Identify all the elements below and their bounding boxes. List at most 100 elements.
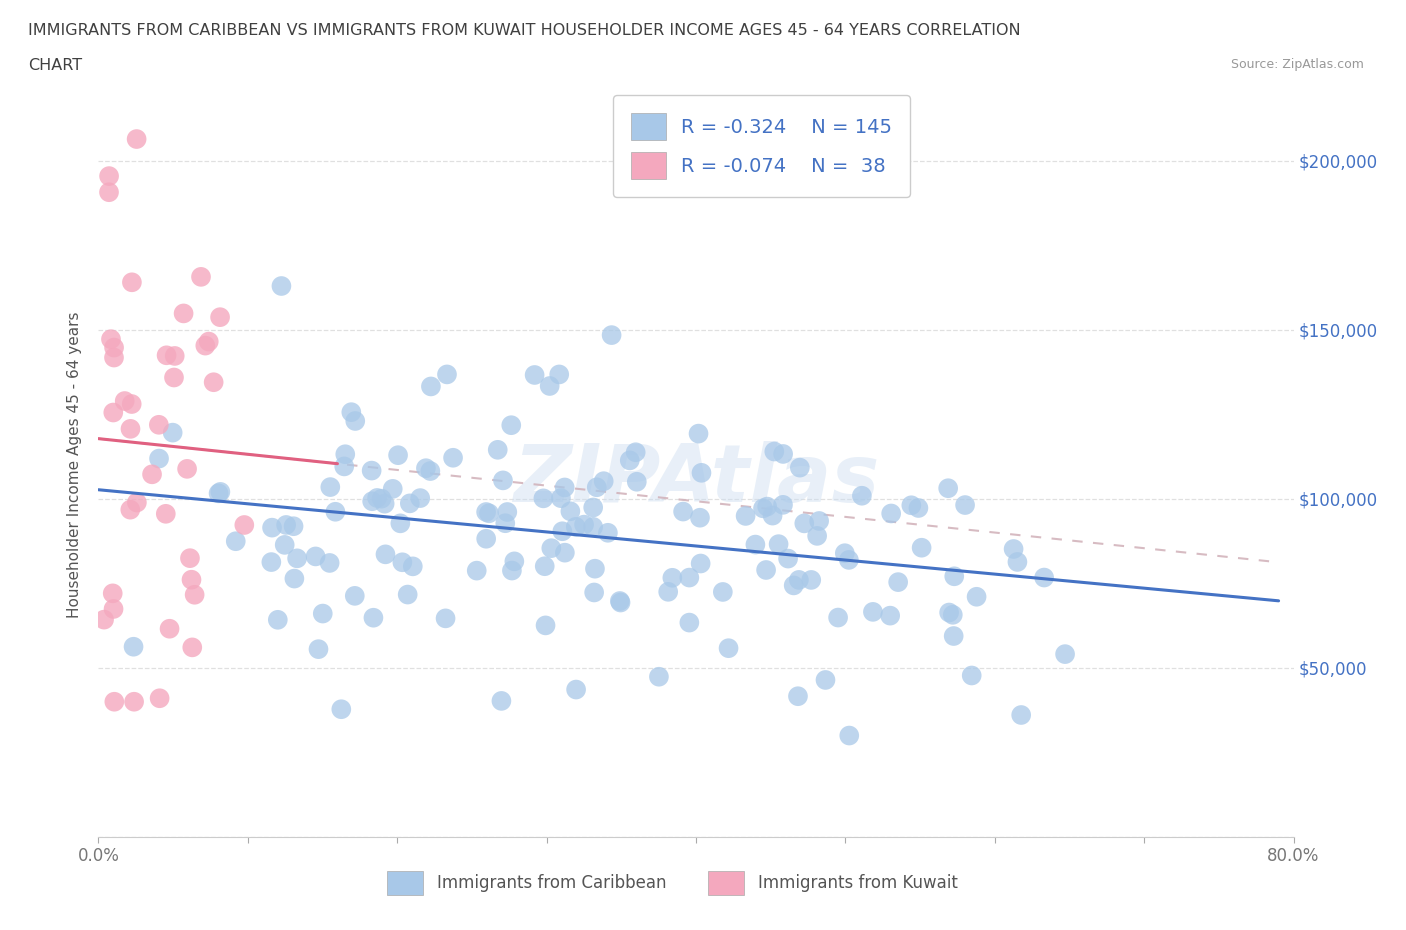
Point xyxy=(267,612,290,627)
Point xyxy=(436,367,458,382)
Point xyxy=(661,570,683,585)
Point xyxy=(690,465,713,480)
Point xyxy=(333,459,356,474)
Point xyxy=(103,405,125,420)
Point xyxy=(273,538,295,552)
Point xyxy=(344,414,367,429)
Point xyxy=(960,668,983,683)
Text: CHART: CHART xyxy=(28,58,82,73)
Point xyxy=(283,519,305,534)
Point xyxy=(787,573,810,588)
Point xyxy=(772,498,794,512)
Point xyxy=(149,691,172,706)
Point xyxy=(319,480,342,495)
Point xyxy=(554,480,576,495)
Point xyxy=(787,689,810,704)
Point xyxy=(501,418,523,432)
Point xyxy=(907,500,929,515)
Point xyxy=(503,554,526,569)
Point xyxy=(531,491,554,506)
Point xyxy=(808,513,831,528)
Point xyxy=(551,524,574,538)
Point xyxy=(492,473,515,488)
Point xyxy=(672,504,695,519)
Point xyxy=(491,694,513,709)
Point xyxy=(565,682,588,697)
Point xyxy=(389,516,412,531)
Point xyxy=(402,559,425,574)
Point xyxy=(415,460,437,475)
Point xyxy=(827,610,849,625)
Point xyxy=(409,491,432,506)
Point xyxy=(851,488,873,503)
Point xyxy=(600,327,623,342)
Legend: Immigrants from Caribbean, Immigrants from Kuwait: Immigrants from Caribbean, Immigrants fr… xyxy=(378,863,966,903)
Point xyxy=(548,367,571,382)
Point xyxy=(572,517,595,532)
Point xyxy=(1033,570,1056,585)
Point xyxy=(583,585,606,600)
Point xyxy=(560,504,582,519)
Point xyxy=(540,540,562,555)
Point xyxy=(398,496,420,511)
Point xyxy=(1010,708,1032,723)
Point xyxy=(880,506,903,521)
Point xyxy=(100,332,122,347)
Point xyxy=(534,618,557,632)
Point xyxy=(789,460,811,475)
Point xyxy=(419,464,441,479)
Point xyxy=(159,621,181,636)
Point xyxy=(862,604,884,619)
Point xyxy=(260,520,283,535)
Point xyxy=(711,585,734,600)
Point xyxy=(565,520,588,535)
Point xyxy=(648,670,671,684)
Point xyxy=(209,310,232,325)
Point xyxy=(717,641,740,656)
Point xyxy=(103,695,125,710)
Point xyxy=(120,421,142,436)
Point xyxy=(936,481,959,496)
Point xyxy=(583,561,606,576)
Point xyxy=(312,606,335,621)
Point xyxy=(678,570,700,585)
Text: ZIPAtlas: ZIPAtlas xyxy=(513,441,879,519)
Point xyxy=(496,505,519,520)
Point xyxy=(538,379,561,393)
Point xyxy=(101,586,124,601)
Point xyxy=(550,491,572,506)
Point xyxy=(370,491,392,506)
Point xyxy=(190,270,212,285)
Point xyxy=(441,450,464,465)
Point xyxy=(340,405,363,419)
Point xyxy=(387,447,409,462)
Point xyxy=(120,502,142,517)
Point xyxy=(225,534,247,549)
Point xyxy=(148,451,170,466)
Point xyxy=(103,340,125,355)
Point xyxy=(283,571,305,586)
Point xyxy=(793,516,815,531)
Point xyxy=(330,702,353,717)
Point xyxy=(475,505,498,520)
Point xyxy=(270,279,292,294)
Point xyxy=(689,556,711,571)
Point xyxy=(494,516,516,531)
Point xyxy=(366,490,388,505)
Point xyxy=(783,578,806,592)
Point xyxy=(141,467,163,482)
Point xyxy=(626,474,648,489)
Point xyxy=(689,511,711,525)
Point xyxy=(155,348,177,363)
Point xyxy=(207,485,229,500)
Point xyxy=(834,546,856,561)
Point xyxy=(755,563,778,578)
Y-axis label: Householder Income Ages 45 - 64 years: Householder Income Ages 45 - 64 years xyxy=(67,312,83,618)
Point xyxy=(335,446,357,461)
Point xyxy=(778,551,800,566)
Point xyxy=(122,639,145,654)
Point xyxy=(125,132,148,147)
Point xyxy=(1054,646,1077,661)
Point xyxy=(688,426,710,441)
Point xyxy=(592,473,614,488)
